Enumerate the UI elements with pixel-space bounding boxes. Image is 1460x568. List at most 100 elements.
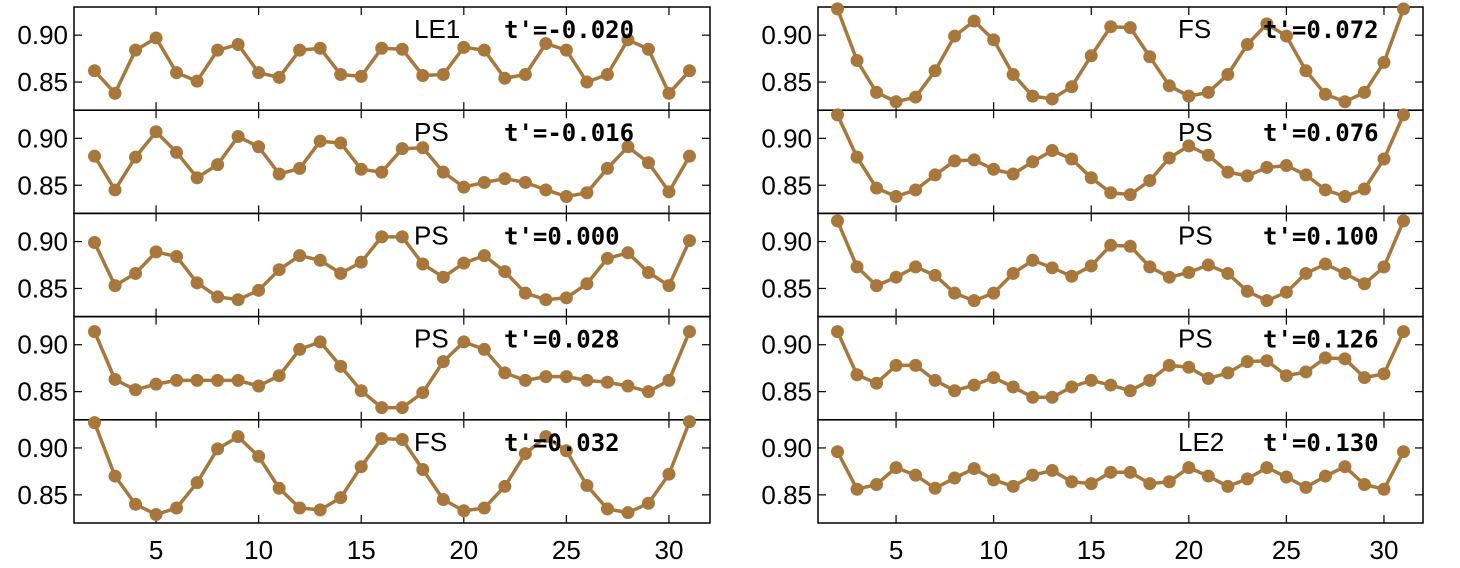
x-tick-label: 10: [244, 535, 273, 565]
data-point: [1221, 68, 1235, 82]
data-point: [600, 251, 614, 265]
data-point: [395, 142, 409, 156]
data-point: [909, 260, 923, 274]
data-point: [293, 249, 307, 263]
data-point: [600, 502, 614, 516]
data-point: [1123, 239, 1137, 253]
data-point: [1104, 465, 1118, 479]
data-point: [1065, 380, 1079, 394]
data-point: [580, 277, 594, 291]
y-tick-label: 0.90: [761, 123, 812, 153]
y-tick-label: 0.90: [17, 227, 68, 257]
data-point: [909, 468, 923, 482]
data-point: [170, 501, 184, 515]
data-point: [231, 129, 245, 143]
data-point: [518, 286, 532, 300]
data-point: [641, 156, 655, 170]
data-point: [662, 467, 676, 481]
data-point: [641, 496, 655, 510]
data-point: [395, 433, 409, 447]
data-point: [1123, 188, 1137, 202]
data-point: [870, 478, 884, 492]
data-point: [334, 68, 348, 82]
data-point: [1279, 159, 1293, 173]
y-tick-label: 0.90: [761, 433, 812, 463]
data-point: [1201, 148, 1215, 162]
data-point: [1338, 352, 1352, 366]
data-point: [682, 325, 696, 339]
data-point: [1182, 89, 1196, 103]
data-point: [1240, 355, 1254, 369]
data-point: [889, 461, 903, 475]
data-point: [354, 162, 368, 176]
panel-label: PS: [1178, 220, 1213, 250]
data-point: [1318, 469, 1332, 483]
data-point: [1299, 266, 1313, 280]
panel-c1-p2: 0.90 0.85 PS t'=0.100: [761, 212, 1424, 318]
data-point: [170, 66, 184, 80]
y-tick-label: 0.85: [761, 377, 812, 407]
t-prime-value: t'=-0.016: [504, 119, 634, 147]
data-point: [108, 372, 122, 386]
data-point: [1143, 260, 1157, 274]
data-point: [1026, 390, 1040, 404]
data-point: [831, 2, 845, 16]
data-point: [580, 478, 594, 492]
t-prime-value: t'=0.076: [1263, 119, 1379, 147]
data-point: [559, 370, 573, 384]
data-point: [272, 70, 286, 84]
data-point: [416, 386, 430, 400]
data-point: [1123, 384, 1137, 398]
data-point: [1299, 365, 1313, 379]
data-point: [334, 359, 348, 373]
data-point: [108, 469, 122, 483]
data-point: [1123, 465, 1137, 479]
data-point: [559, 190, 573, 204]
panel-c1-p0: 0.90 0.85 FS t'=0.072: [761, 2, 1424, 111]
x-tick-label: 15: [347, 535, 376, 565]
data-point: [1260, 160, 1274, 174]
data-point: [1143, 50, 1157, 64]
data-point: [600, 68, 614, 82]
data-point: [436, 270, 450, 284]
data-point: [313, 503, 327, 517]
data-point: [1338, 95, 1352, 109]
data-point: [967, 378, 981, 392]
data-point: [1377, 55, 1391, 69]
data-point: [313, 134, 327, 148]
data-point: [1338, 266, 1352, 280]
data-point: [436, 68, 450, 82]
data-point: [621, 379, 635, 393]
data-point: [1318, 257, 1332, 271]
data-point: [354, 460, 368, 474]
data-point: [149, 377, 163, 391]
data-point: [928, 64, 942, 78]
data-point: [1182, 461, 1196, 475]
data-point: [1338, 190, 1352, 204]
data-point: [662, 86, 676, 100]
data-point: [662, 279, 676, 293]
data-point: [252, 283, 266, 297]
data-point: [313, 253, 327, 267]
data-point: [1377, 367, 1391, 381]
data-point: [293, 342, 307, 356]
panel-c0-p0: 0.90 0.85 LE1 t'=-0.020: [17, 6, 711, 111]
data-point: [600, 161, 614, 175]
data-point: [231, 293, 245, 307]
data-point: [1357, 85, 1371, 99]
panel-label: LE2: [1178, 427, 1224, 457]
x-tick-label: 25: [1272, 535, 1301, 565]
x-tick-label: 5: [889, 535, 903, 565]
data-point: [272, 369, 286, 383]
data-point: [108, 86, 122, 100]
data-point: [1357, 182, 1371, 196]
data-point: [1162, 475, 1176, 489]
data-point: [395, 42, 409, 56]
data-point: [231, 38, 245, 52]
panel-label: PS: [414, 117, 449, 147]
panel-label: LE1: [414, 14, 460, 44]
data-point: [190, 74, 204, 88]
data-point: [149, 125, 163, 139]
data-point: [88, 235, 102, 249]
